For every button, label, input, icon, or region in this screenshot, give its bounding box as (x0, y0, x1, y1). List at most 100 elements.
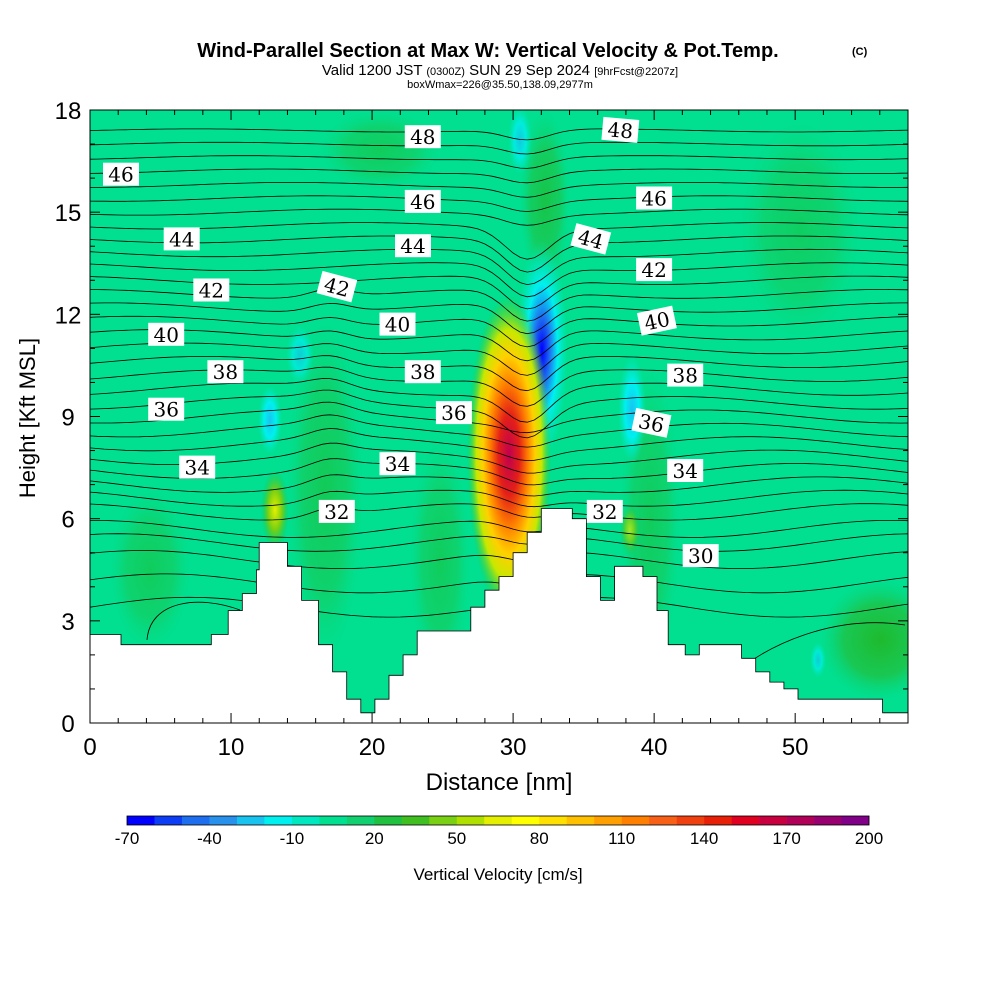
y-tick-label: 12 (55, 302, 82, 329)
theta-contour (90, 503, 908, 521)
contour-label-bg (193, 278, 230, 302)
contour-label: 44 (395, 234, 431, 258)
contour-label: 34 (667, 459, 704, 483)
potential-temperature-contours (90, 128, 908, 666)
cyan-cell-low (810, 642, 826, 678)
colorbar-swatch (209, 816, 238, 825)
theta-contour (90, 329, 908, 362)
contour-label-bg (570, 223, 612, 255)
contour-label: 34 (179, 455, 216, 480)
contour-label-text: 34 (672, 459, 697, 483)
contour-label: 38 (207, 360, 244, 384)
theta-contour (90, 458, 908, 486)
contour-label: 38 (404, 360, 441, 384)
contour-label-text: 46 (410, 190, 435, 214)
contour-label: 34 (379, 452, 416, 476)
theta-contour (90, 378, 908, 423)
chart-title: Wind-Parallel Section at Max W: Vertical… (197, 40, 778, 62)
theta-contour (90, 550, 908, 569)
green-band-lower (110, 490, 190, 650)
contour-label-text: 38 (213, 360, 238, 384)
colorbar-tick-label: 170 (772, 829, 800, 848)
contour-label-bg (379, 452, 416, 476)
y-tick-label: 3 (61, 609, 74, 636)
contour-label-bg (148, 397, 185, 421)
contour-label-bg (601, 116, 640, 143)
contour-label-text: 38 (672, 364, 697, 388)
colorbar-swatch (814, 816, 842, 825)
theta-contour (90, 414, 908, 448)
cyan-cell-west-2 (286, 325, 314, 385)
theta-contour (90, 181, 908, 198)
x-tick-label: 0 (83, 734, 96, 761)
green-band-upper (520, 110, 570, 290)
colorbar-swatch (786, 816, 815, 825)
green-band-top (320, 110, 440, 190)
contour-label-bg (207, 360, 244, 384)
colorbar-swatch (566, 816, 595, 825)
x-tick-label: 50 (782, 734, 809, 761)
x-tick-label: 20 (359, 734, 386, 761)
colorbar-swatch (676, 816, 705, 825)
colorbar-swatch (511, 816, 540, 825)
subtitle-zulu: (0300Z) (426, 66, 465, 78)
theta-contour (90, 401, 908, 434)
contour-label-bg (316, 270, 358, 303)
contour-label-bg (163, 227, 200, 251)
theta-contour (90, 168, 908, 184)
y-tick-label: 18 (55, 98, 82, 125)
theta-contour (90, 355, 908, 392)
colorbar-swatch (649, 816, 677, 825)
contour-label-text: 42 (199, 279, 224, 303)
colorbar-swatch (374, 816, 403, 825)
contour-label: 36 (148, 397, 185, 422)
theta-contour (90, 141, 908, 155)
colorbar-swatch (539, 816, 567, 825)
x-tick-label: 40 (641, 734, 668, 761)
y-tick-label: 9 (61, 405, 74, 432)
colorbar-label: Vertical Velocity [cm/s] (413, 865, 582, 884)
green-band-right (740, 120, 860, 340)
contour-label-bg (631, 407, 672, 438)
contour-label: 42 (316, 270, 358, 303)
contour-label-text: 42 (641, 258, 666, 282)
theta-contour (90, 442, 908, 474)
cyan-cell-top (508, 110, 532, 175)
colorbar-swatch (236, 816, 265, 825)
contour-label: 46 (636, 186, 673, 211)
contour-label-bg (667, 363, 704, 387)
colorbar-swatch (484, 816, 513, 825)
contour-label: 46 (103, 162, 139, 187)
contour-label: 32 (586, 499, 623, 524)
colorbar-tick-label: -40 (197, 829, 222, 848)
theta-contour (90, 155, 908, 169)
contour-label-text: 36 (441, 401, 466, 425)
yellow-cell-east (620, 505, 640, 555)
contour-label-bg (395, 234, 431, 258)
colorbar-swatch (154, 816, 183, 825)
contour-label: 40 (379, 312, 416, 337)
subtitle-valid: Valid 1200 JST (322, 62, 422, 79)
colorbar-swatch (291, 816, 320, 825)
contour-label-text: 38 (410, 360, 435, 384)
contour-label-text: 40 (385, 313, 410, 337)
colorbar-swatch (759, 816, 787, 825)
x-axis-label: Distance [nm] (426, 769, 573, 796)
colorbar-swatch (181, 816, 210, 825)
chart-subtitle: Valid 1200 JST (0300Z) SUN 29 Sep 2024 [… (322, 62, 678, 79)
contour-label: 48 (601, 116, 640, 143)
y-axis-label: Height [Kft MSL] (15, 338, 40, 498)
theta-contour (90, 520, 908, 538)
contour-label: 42 (193, 278, 230, 303)
theta-contour (90, 315, 908, 348)
theta-contour (90, 235, 908, 273)
contour-label-text: 48 (607, 117, 634, 143)
contour-label: 42 (636, 258, 673, 282)
cyan-cell-west (258, 385, 282, 455)
colorbar-swatch (704, 816, 732, 825)
theta-contour (146, 601, 241, 641)
green-band-se (820, 580, 908, 700)
